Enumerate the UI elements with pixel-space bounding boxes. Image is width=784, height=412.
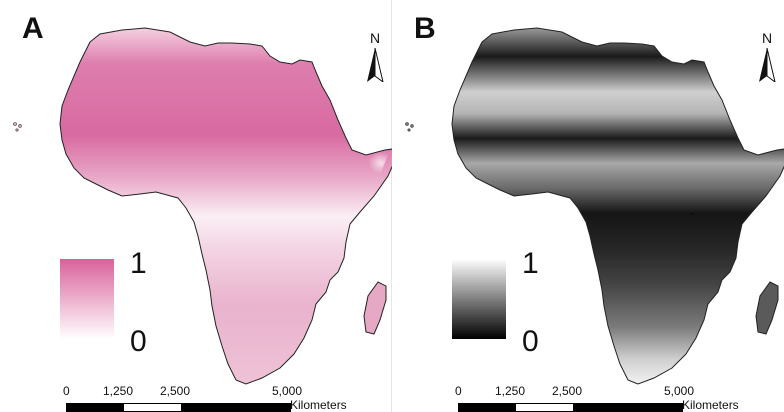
scale-tick: 2,500 bbox=[552, 384, 583, 398]
north-arrow-icon bbox=[759, 48, 776, 82]
north-arrow-label: N bbox=[369, 30, 381, 46]
north-arrow: N bbox=[364, 30, 386, 86]
scale-tick: 0 bbox=[455, 384, 462, 398]
scale-segment bbox=[458, 403, 516, 412]
legend-colorbar bbox=[452, 259, 506, 339]
legend-min-label: 0 bbox=[130, 325, 147, 358]
scale-tick: 5,000 bbox=[664, 384, 695, 398]
scale-segment bbox=[66, 403, 124, 412]
madagascar-a bbox=[363, 281, 387, 335]
north-arrow-label: N bbox=[761, 30, 773, 46]
scale-tick: 1,250 bbox=[103, 384, 134, 398]
scale-tick: 2,500 bbox=[160, 384, 191, 398]
map-panel-b: B N 1 0 0 1,250 2,500 5,000 Kilometers bbox=[392, 0, 784, 412]
scale-tick: 1,250 bbox=[495, 384, 526, 398]
scale-unit: Kilometers bbox=[682, 398, 739, 412]
panel-divider bbox=[391, 0, 392, 412]
north-arrow: N bbox=[756, 30, 778, 86]
legend-max-label: 1 bbox=[130, 247, 147, 280]
scale-segment bbox=[181, 403, 291, 412]
map-panel-a: A N 1 0 0 1,250 2,500 5,000 Kilometers bbox=[13, 12, 392, 412]
panel-letter: B bbox=[414, 12, 436, 45]
africa-map-b bbox=[405, 27, 784, 385]
scale-bar: 0 1,250 2,500 5,000 Kilometers bbox=[63, 384, 347, 412]
legend-max-label: 1 bbox=[522, 247, 539, 280]
scale-bar: 0 1,250 2,500 5,000 Kilometers bbox=[455, 384, 739, 412]
africa-outline-a bbox=[59, 27, 392, 385]
panel-letter: A bbox=[22, 12, 44, 45]
madagascar-b bbox=[755, 281, 779, 335]
scale-segment bbox=[573, 403, 683, 412]
scale-tick: 5,000 bbox=[272, 384, 303, 398]
cape-verde-islands-b bbox=[405, 122, 414, 132]
africa-map-a bbox=[13, 27, 392, 385]
scale-segment bbox=[516, 403, 573, 412]
legend-min-label: 0 bbox=[522, 325, 539, 358]
north-arrow-icon bbox=[367, 48, 384, 82]
africa-outline-b bbox=[451, 27, 784, 385]
scale-unit: Kilometers bbox=[290, 398, 347, 412]
cape-verde-islands-a bbox=[13, 122, 22, 132]
scale-segment bbox=[124, 403, 181, 412]
legend-colorbar bbox=[60, 259, 114, 339]
scale-tick: 0 bbox=[63, 384, 70, 398]
